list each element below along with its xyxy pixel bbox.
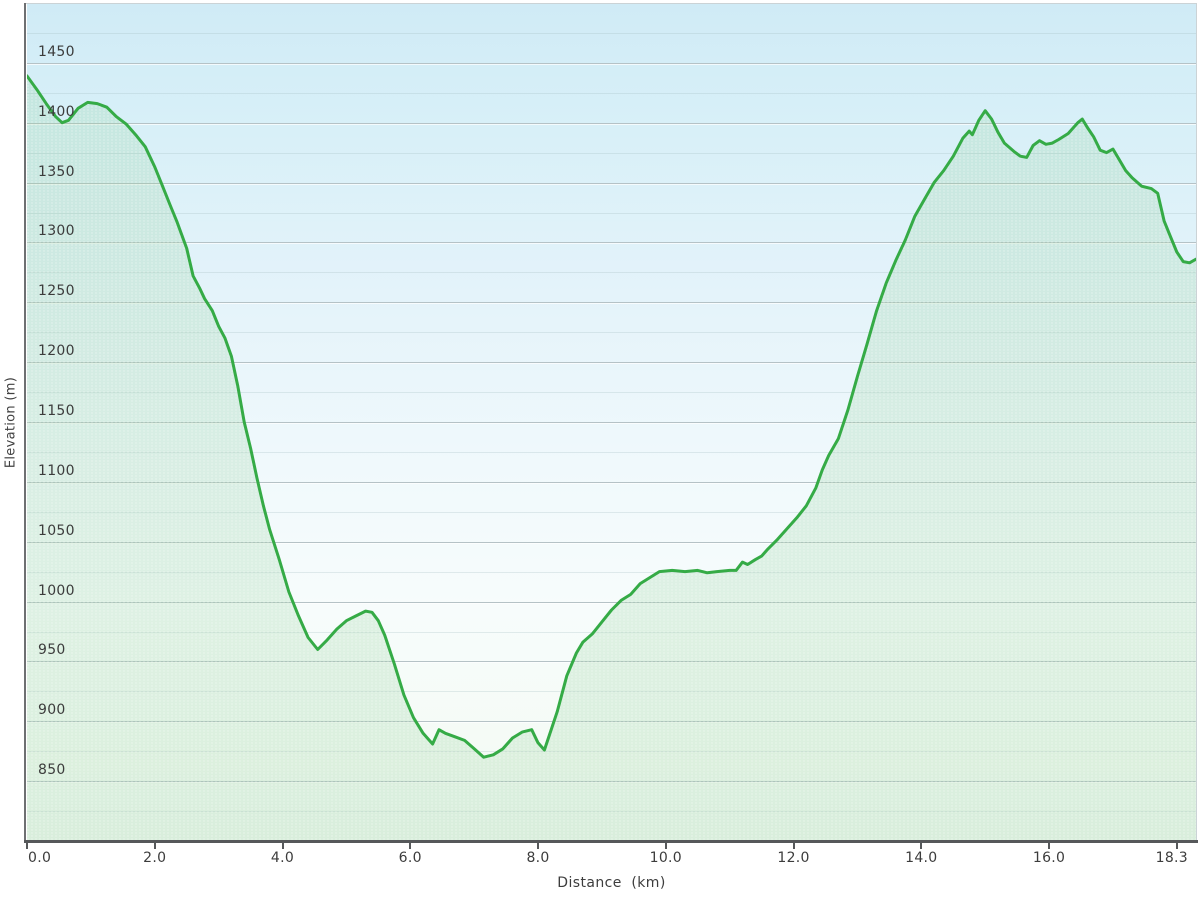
x-tick <box>1175 843 1178 849</box>
gridline-minor <box>27 32 1196 34</box>
x-axis-line <box>24 840 1198 843</box>
y-tick-label: 1050 <box>38 522 75 539</box>
y-axis-title: Elevation (m) <box>3 376 19 469</box>
y-tick-label: 950 <box>38 642 66 659</box>
gridline-major <box>27 242 1196 245</box>
gridline-major <box>27 182 1196 185</box>
y-tick-label: 1100 <box>38 462 75 479</box>
gridline-minor <box>27 511 1196 513</box>
x-axis-title: Distance (km) <box>557 875 666 891</box>
y-tick-label: 850 <box>38 762 66 779</box>
x-tick-label: 12.0 <box>777 850 810 866</box>
x-tick-label: 2.0 <box>143 850 167 866</box>
x-tick-label: 18.3 <box>1155 850 1188 866</box>
elevation-line <box>27 74 1196 759</box>
gridline-major <box>27 302 1196 305</box>
x-tick <box>281 843 284 849</box>
y-tick-label: 1250 <box>38 283 75 300</box>
x-tick <box>920 843 923 849</box>
gridline-major <box>27 481 1196 484</box>
elevation-area-texture <box>27 76 1196 840</box>
x-tick-label: 4.0 <box>270 850 295 866</box>
gridline-major <box>27 362 1196 365</box>
gridline-minor <box>27 212 1196 214</box>
gridline-minor <box>27 152 1196 154</box>
x-tick-label: 0.0 <box>28 850 52 866</box>
gridline-minor <box>27 272 1196 274</box>
gridline-major <box>27 62 1196 65</box>
plot-border-top <box>26 3 1197 4</box>
x-tick-label: 6.0 <box>398 850 422 866</box>
y-tick-label: 1450 <box>38 43 75 60</box>
gridline-minor <box>27 571 1196 573</box>
plot-border-right <box>1196 3 1197 840</box>
plot-area: 850 900 950 1000 1050 1100 1150 1200 1250 1300 135… <box>27 4 1196 840</box>
y-tick-label: 1300 <box>38 223 75 240</box>
x-tick-label: 10.0 <box>649 850 682 866</box>
x-tick <box>792 843 795 849</box>
gridline-major <box>27 422 1196 424</box>
gridline-minor <box>27 392 1196 394</box>
x-tick-label: 14.0 <box>905 850 938 866</box>
gridline-major <box>27 122 1196 125</box>
y-tick-label: 900 <box>38 702 66 719</box>
x-tick <box>409 843 412 849</box>
x-tick <box>26 843 28 849</box>
gridline-minor <box>27 332 1196 334</box>
y-tick-label: 1200 <box>38 343 75 360</box>
gridline-major <box>27 541 1196 544</box>
x-tick-label: 16.0 <box>1032 850 1066 866</box>
x-tick-label: 8.0 <box>526 850 550 866</box>
y-axis-line <box>24 3 26 841</box>
elevation-svg <box>27 74 1196 840</box>
x-tick <box>664 843 667 849</box>
x-tick <box>1048 843 1051 849</box>
gridline-major <box>27 601 1196 604</box>
gridline-minor <box>27 92 1196 94</box>
gridline-minor <box>27 451 1196 453</box>
y-tick-label: 1000 <box>38 582 75 599</box>
y-tick-label: 1150 <box>38 403 75 419</box>
y-tick-label: 1400 <box>38 103 75 120</box>
y-tick-label: 1350 <box>38 163 75 180</box>
x-tick <box>537 843 539 849</box>
x-tick <box>153 843 156 849</box>
